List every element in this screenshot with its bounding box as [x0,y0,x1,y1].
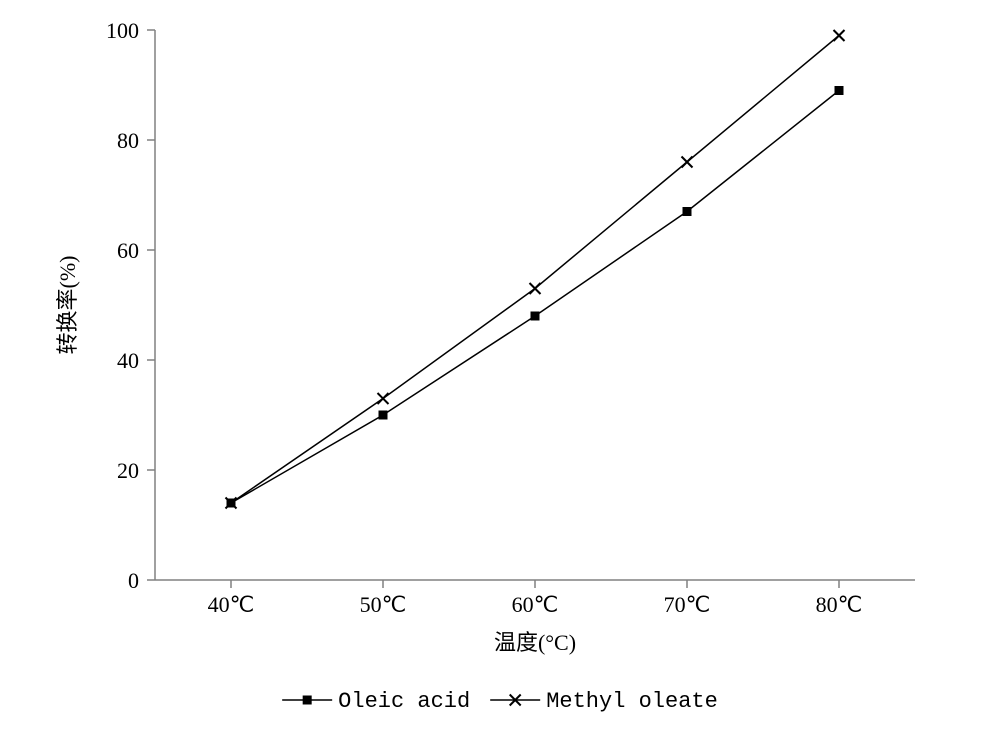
x-axis-label: 温度(°C) [494,630,576,655]
x-tick-label: 60℃ [512,592,559,617]
marker-square [531,312,540,321]
x-tick-label: 50℃ [360,592,407,617]
chart-container: 0 20 40 60 80 100 转换率(%) 40℃ 50℃ 60℃ 70℃ 80℃ 温度(°C) O… [0,0,1000,730]
x-tick-label: 80℃ [816,592,863,617]
legend-label: Methyl oleate [546,689,718,714]
series-line [231,36,839,504]
y-tick-label: 0 [128,568,139,593]
y-tick-label: 100 [106,18,139,43]
y-tick-label: 40 [117,348,139,373]
legend-label: Oleic acid [338,689,470,714]
y-axis-label: 转换率(%) [55,256,80,355]
marker-square [683,207,692,216]
y-tick-label: 20 [117,458,139,483]
legend: Oleic acid Methyl oleate [282,689,718,714]
marker-square [379,411,388,420]
y-tick-label: 80 [117,128,139,153]
marker-square [835,86,844,95]
y-tick-label: 60 [117,238,139,263]
chart-svg: 0 20 40 60 80 100 转换率(%) 40℃ 50℃ 60℃ 70℃ 80℃ 温度(°C) O… [0,0,1000,730]
legend-marker-square [303,696,312,705]
x-tick-label: 40℃ [208,592,255,617]
x-tick-label: 70℃ [664,592,711,617]
